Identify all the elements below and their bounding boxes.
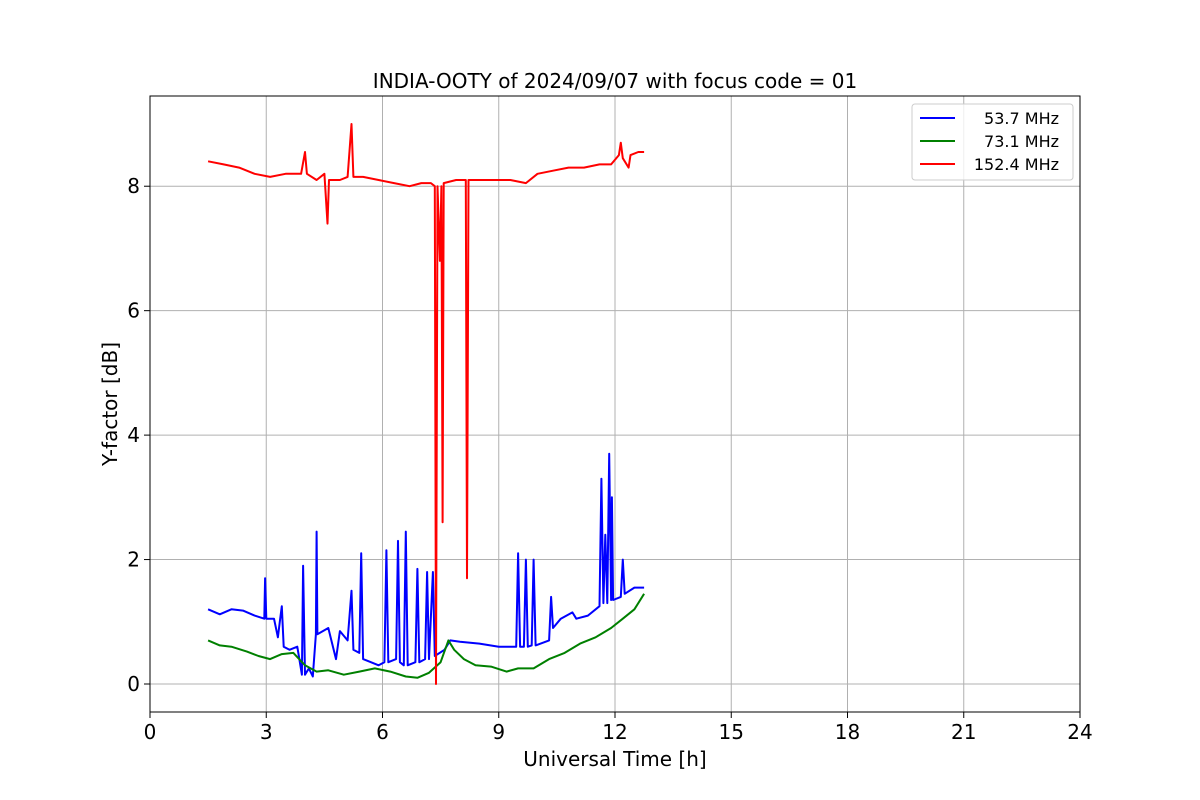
x-tick-label: 9 bbox=[492, 720, 505, 744]
x-tick-label: 0 bbox=[144, 720, 157, 744]
legend-label-2: 152.4 MHz bbox=[974, 155, 1059, 174]
x-axis-label: Universal Time [h] bbox=[523, 747, 706, 771]
x-tick-label: 21 bbox=[951, 720, 976, 744]
plot-series bbox=[207, 123, 645, 685]
legend-label-1: 73.1 MHz bbox=[984, 132, 1059, 151]
x-tick-label: 18 bbox=[835, 720, 860, 744]
x-tick-label: 15 bbox=[719, 720, 744, 744]
series-line-0 bbox=[207, 452, 645, 678]
y-tick-label: 4 bbox=[127, 423, 140, 447]
y-tick-label: 2 bbox=[127, 548, 140, 572]
chart-title: INDIA-OOTY of 2024/09/07 with focus code… bbox=[373, 69, 857, 93]
y-tick-label: 8 bbox=[127, 174, 140, 198]
legend-box bbox=[911, 103, 1074, 181]
legend: 53.7 MHz 73.1 MHz 152.4 MHz bbox=[911, 103, 1074, 181]
series-line-1 bbox=[207, 593, 645, 679]
y-tick-label: 0 bbox=[127, 672, 140, 696]
x-tick-label: 12 bbox=[602, 720, 627, 744]
series-line-2 bbox=[207, 123, 645, 685]
x-tick-label: 6 bbox=[376, 720, 389, 744]
x-tick-label: 24 bbox=[1067, 720, 1092, 744]
grid bbox=[150, 96, 1080, 712]
x-tick-label: 3 bbox=[260, 720, 273, 744]
y-axis-label: Y-factor [dB] bbox=[98, 342, 122, 467]
y-tick-label: 6 bbox=[127, 299, 140, 323]
legend-label-0: 53.7 MHz bbox=[984, 109, 1059, 128]
